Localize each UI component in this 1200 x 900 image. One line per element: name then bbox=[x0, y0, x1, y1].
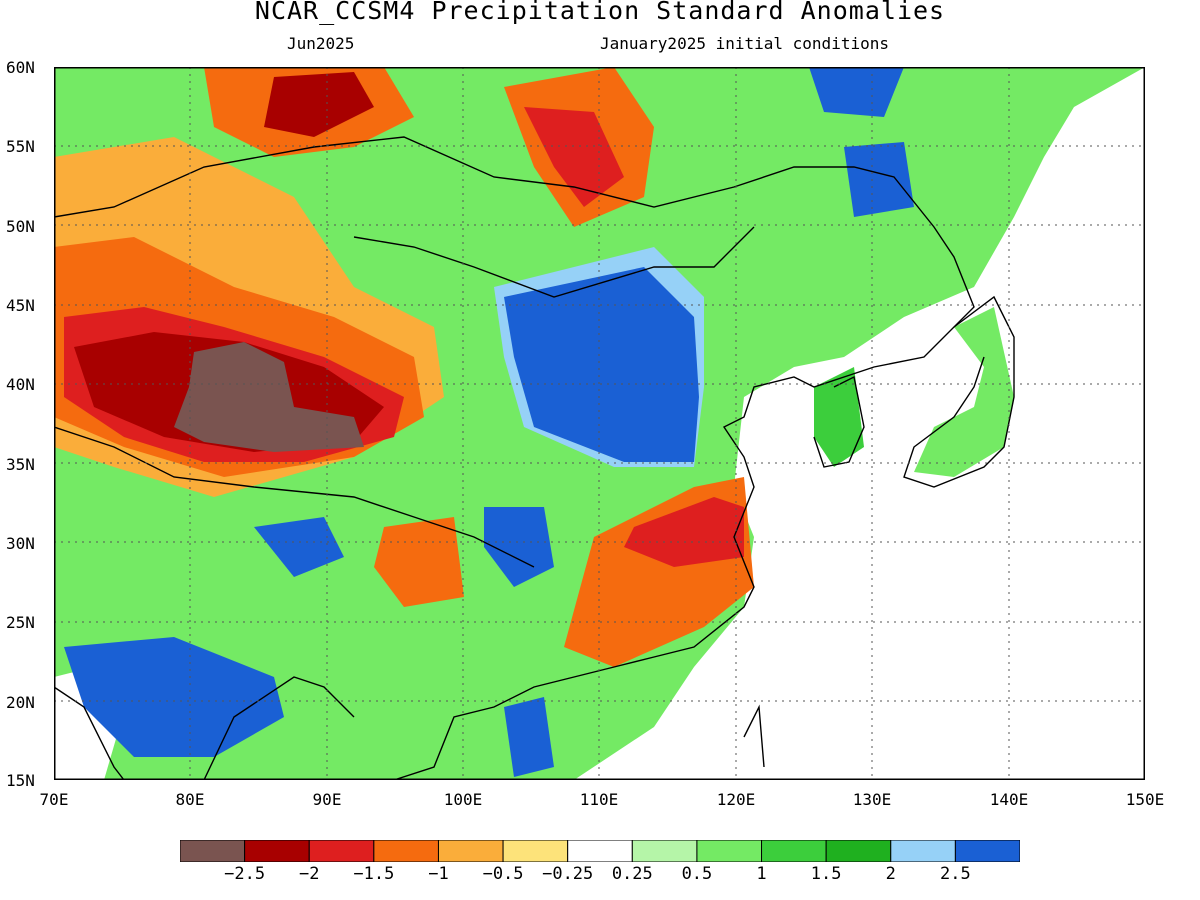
lat-label: 30N bbox=[6, 534, 35, 553]
initial-conditions: January2025 initial conditions bbox=[600, 34, 889, 53]
anomaly-ne-blue bbox=[809, 67, 904, 117]
anomaly-north-darkred bbox=[264, 72, 374, 137]
color-scale-label: −2 bbox=[298, 864, 320, 884]
lat-label: 35N bbox=[6, 455, 35, 474]
color-scale-swatch bbox=[308, 840, 375, 862]
anomaly-se-china-red bbox=[624, 497, 744, 567]
lon-label: 150E bbox=[1125, 790, 1165, 809]
color-scale-label: 1.5 bbox=[810, 864, 842, 884]
color-scale-swatch bbox=[890, 840, 956, 862]
anomaly-burma-orange bbox=[374, 517, 464, 607]
lon-label: 140E bbox=[989, 790, 1029, 809]
lat-label: 55N bbox=[6, 137, 35, 156]
color-scale-swatch bbox=[502, 840, 569, 862]
lat-label: 15N bbox=[6, 771, 35, 790]
anomaly-mongolia-blue bbox=[504, 267, 699, 462]
color-scale-swatch bbox=[567, 840, 633, 862]
color-scale-label: 2.5 bbox=[940, 864, 971, 884]
color-scale-swatch bbox=[761, 840, 827, 862]
color-scale-swatch bbox=[954, 840, 1020, 862]
lat-label: 60N bbox=[6, 58, 35, 77]
color-scale-swatch bbox=[180, 840, 246, 862]
lat-label: 25N bbox=[6, 613, 35, 632]
anomaly-vietnam-blue bbox=[504, 697, 554, 777]
lat-label: 50N bbox=[6, 217, 35, 236]
lon-label: 70E bbox=[39, 790, 69, 809]
anomaly-tibet-blue bbox=[254, 517, 344, 577]
color-scale-label: 0.25 bbox=[611, 864, 653, 884]
anomaly-ne-blue-2 bbox=[844, 142, 914, 217]
anomaly-yunnan-blue bbox=[484, 507, 554, 587]
lat-label: 40N bbox=[6, 375, 35, 394]
lon-label: 80E bbox=[175, 790, 205, 809]
japan-land bbox=[914, 307, 1014, 477]
color-scale-label: −0.25 bbox=[542, 864, 594, 884]
lat-label: 45N bbox=[6, 296, 35, 315]
lon-label: 120E bbox=[716, 790, 756, 809]
color-scale-label: 2 bbox=[885, 864, 896, 884]
color-scale-swatch bbox=[244, 840, 310, 862]
color-scale-label: −0.5 bbox=[482, 864, 524, 884]
anomaly-central-asia-brown bbox=[174, 342, 364, 452]
lon-label: 110E bbox=[579, 790, 619, 809]
lat-label: 20N bbox=[6, 693, 35, 712]
map-title: NCAR_CCSM4 Precipitation Standard Anomal… bbox=[254, 0, 946, 25]
color-scale-bar bbox=[180, 840, 1020, 862]
color-scale-label: −1 bbox=[428, 864, 449, 884]
color-scale-swatch bbox=[631, 840, 698, 862]
coastline bbox=[54, 136, 1015, 780]
color-scale-swatch bbox=[825, 840, 892, 862]
lon-label: 130E bbox=[852, 790, 892, 809]
color-scale-swatch bbox=[373, 840, 439, 862]
forecast-month: Jun2025 bbox=[287, 34, 355, 53]
map-border bbox=[54, 67, 1145, 780]
color-scale-label: −1.5 bbox=[353, 864, 395, 884]
korea-land bbox=[814, 367, 864, 467]
anomaly-map bbox=[54, 67, 1145, 780]
color-scale-swatch bbox=[437, 840, 504, 862]
lon-label: 90E bbox=[312, 790, 342, 809]
color-scale-label: 1 bbox=[756, 864, 767, 884]
color-scale-swatch bbox=[696, 840, 763, 862]
color-scale-label: −2.5 bbox=[224, 864, 266, 884]
color-scale-label: 0.5 bbox=[681, 864, 713, 884]
lon-label: 100E bbox=[443, 790, 483, 809]
